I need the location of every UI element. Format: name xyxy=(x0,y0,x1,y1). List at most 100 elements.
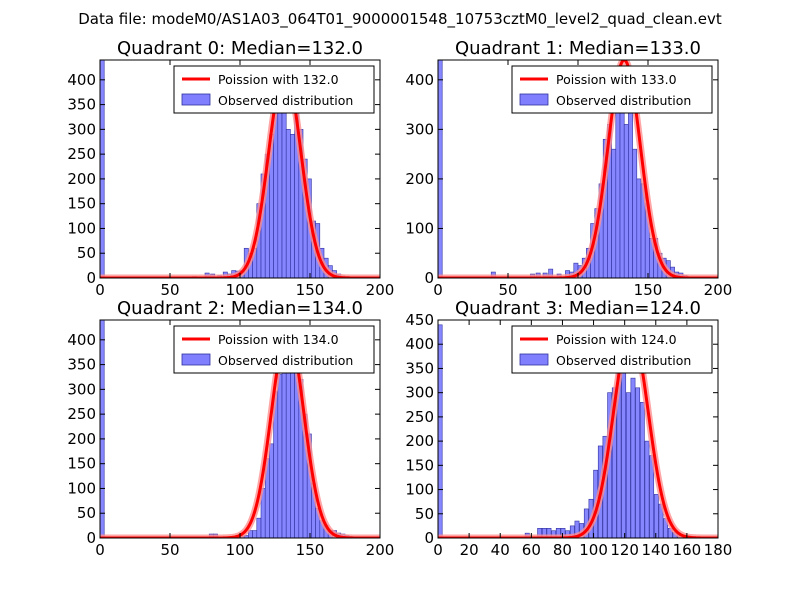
y-tick-label: 250 xyxy=(67,145,96,163)
legend: Poission with 132.0 Observed distribution xyxy=(173,65,375,114)
axes-frame xyxy=(437,319,719,539)
y-tick-label: 400 xyxy=(405,71,434,89)
histogram-bar xyxy=(632,148,638,278)
subplot-grid: 0 50 100 150 200050100150200250300350400Quad… xyxy=(67,38,732,559)
legend-curve-label: Poission with 124.0 xyxy=(556,332,677,347)
y-tick-label: 300 xyxy=(67,120,96,138)
y-tick-label: 150 xyxy=(67,455,96,473)
subplot-title: Quadrant 2: Median=134.0 xyxy=(117,298,363,319)
figure-suptitle: Data file: modeM0/AS1A03_064T01_90000015… xyxy=(78,10,722,29)
subplot-2: 0 50 100 150 200 0 50 100 150 200 250 300 350 400 Quad… xyxy=(67,298,394,559)
legend-bar-swatch xyxy=(519,93,549,106)
x-tick-label: 50 xyxy=(498,281,517,299)
histogram-bar xyxy=(615,89,621,278)
y-tick-label: 0 xyxy=(424,269,434,287)
histogram-bar xyxy=(285,129,291,278)
histogram-bar xyxy=(644,440,650,538)
legend-bar-label: Observed distribution xyxy=(556,353,691,368)
histogram-bar xyxy=(269,443,274,538)
y-tick-label: 0 xyxy=(86,269,96,287)
x-tick-label: 150 xyxy=(296,541,325,559)
y-tick-label: 400 xyxy=(405,335,434,353)
x-tick-label: 20 xyxy=(460,541,479,559)
histogram-bar xyxy=(653,494,659,538)
subplot-0: 0 50 100 150 200 0 50 100 150 200 250 300 350 400 Quad… xyxy=(67,38,394,299)
histogram-bar xyxy=(636,178,642,278)
histogram-bar xyxy=(438,324,443,538)
y-tick-label: 350 xyxy=(67,356,96,374)
x-tick-label: 0 xyxy=(433,281,443,299)
x-tick-label: 0 xyxy=(95,541,105,559)
x-tick-label: 100 xyxy=(226,281,255,299)
y-tick-label: 300 xyxy=(405,384,434,402)
x-tick-label: 200 xyxy=(366,281,395,299)
histogram-bar xyxy=(635,387,641,538)
histogram-bar xyxy=(611,148,617,278)
x-tick-label: 150 xyxy=(296,281,325,299)
subplot-3: 0 20 40 60 80 100 120 140 160 1800501001502002503… xyxy=(405,298,732,559)
histogram-bar xyxy=(290,344,295,538)
y-tick-label: 150 xyxy=(405,456,434,474)
y-tick-label: 300 xyxy=(405,120,434,138)
y-tick-label: 200 xyxy=(405,170,434,188)
y-tick-label: 0 xyxy=(424,529,434,547)
legend-bar-label: Observed distribution xyxy=(218,353,353,368)
y-tick-label: 250 xyxy=(405,408,434,426)
poisson-curve xyxy=(438,328,718,538)
histogram-bar xyxy=(281,84,287,278)
x-tick-label: 100 xyxy=(226,541,255,559)
x-tick-label: 60 xyxy=(522,541,541,559)
y-tick-label: 200 xyxy=(67,170,96,188)
legend-bar-swatch xyxy=(181,353,211,366)
histogram-bar xyxy=(621,353,627,538)
histogram-bar xyxy=(281,364,287,538)
legend: Poission with 133.0 Observed distribution xyxy=(511,65,713,114)
y-tick-label: 50 xyxy=(77,244,96,262)
legend-curve-label: Poission with 134.0 xyxy=(218,332,339,347)
x-tick-label: 100 xyxy=(564,281,593,299)
y-tick-label: 250 xyxy=(67,405,96,423)
x-tick-label: 200 xyxy=(366,541,395,559)
y-tick-label: 100 xyxy=(67,479,96,497)
x-tick-label: 50 xyxy=(160,541,179,559)
x-tick-label: 150 xyxy=(634,281,663,299)
y-tick-label: 450 xyxy=(405,311,434,329)
legend-bar-swatch xyxy=(519,353,549,366)
histogram-bar xyxy=(100,320,105,538)
subplot-title: Quadrant 0: Median=132.0 xyxy=(117,38,363,59)
x-tick-label: 180 xyxy=(704,541,733,559)
histogram-bar xyxy=(100,60,105,278)
y-tick-label: 200 xyxy=(405,432,434,450)
x-tick-label: 120 xyxy=(610,541,639,559)
x-tick-label: 200 xyxy=(704,281,733,299)
legend-curve-label: Poission with 132.0 xyxy=(218,72,339,87)
y-tick-label: 400 xyxy=(67,71,96,89)
histogram-bar xyxy=(551,530,557,538)
x-tick-label: 140 xyxy=(641,541,670,559)
histogram-bar xyxy=(623,124,629,278)
x-tick-label: 0 xyxy=(95,281,105,299)
histogram-bar xyxy=(285,364,291,538)
y-tick-label: 350 xyxy=(67,96,96,114)
histogram-bar xyxy=(630,377,636,538)
y-tick-label: 100 xyxy=(67,219,96,237)
y-tick-label: 350 xyxy=(405,359,434,377)
histogram-bar xyxy=(277,89,283,278)
legend: Poission with 124.0 Observed distribution xyxy=(511,325,713,374)
legend-bar-label: Observed distribution xyxy=(556,93,691,108)
legend-bar-swatch xyxy=(181,93,211,106)
plot-area xyxy=(100,60,380,278)
y-tick-label: 100 xyxy=(405,219,434,237)
histogram-bar xyxy=(625,392,631,538)
subplot-title: Quadrant 1: Median=133.0 xyxy=(455,38,701,59)
legend-bar-label: Observed distribution xyxy=(218,93,353,108)
x-tick-label: 100 xyxy=(579,541,608,559)
y-tick-label: 50 xyxy=(415,505,434,523)
histogram-bar xyxy=(256,517,262,538)
histogram-bar xyxy=(438,60,443,278)
histogram-bar xyxy=(569,525,575,538)
subplot-1: 0 50 100 150 200 0 100 200 300 400 Quadrant 1: Med… xyxy=(405,38,732,299)
y-tick-label: 0 xyxy=(86,529,96,547)
y-tick-label: 100 xyxy=(405,481,434,499)
